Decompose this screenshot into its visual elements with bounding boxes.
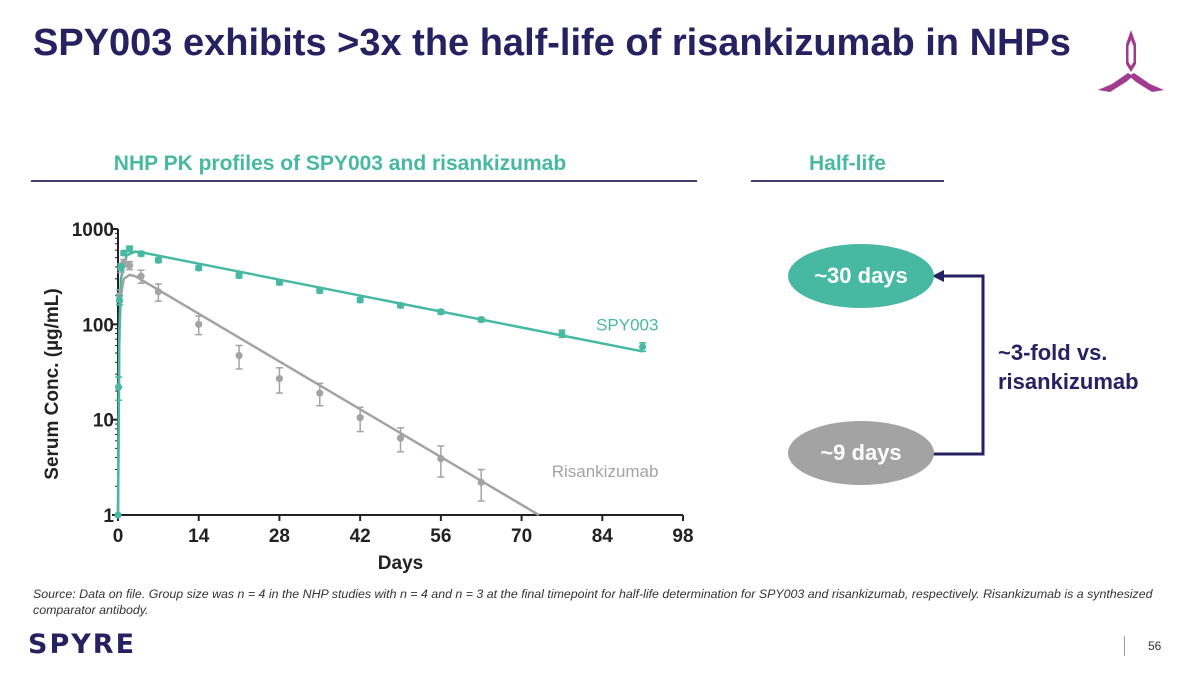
risankizumab-fit-line bbox=[116, 273, 540, 517]
spy003-data-point bbox=[275, 278, 284, 287]
spy003-data-point bbox=[115, 296, 124, 304]
x-tick-label: 70 bbox=[511, 526, 532, 547]
risankizumab-data-point bbox=[396, 434, 405, 442]
x-tick-label: 28 bbox=[269, 526, 290, 547]
chart-section-rule bbox=[31, 180, 697, 182]
x-tick-label: 14 bbox=[188, 526, 210, 547]
spy003-data-point bbox=[477, 316, 485, 324]
spyre-wordmark: SPYRE bbox=[28, 629, 137, 660]
x-tick-label: 98 bbox=[672, 526, 693, 547]
risankizumab-data-point bbox=[154, 288, 162, 296]
spy003-data-point bbox=[396, 301, 405, 309]
spy003-data-point bbox=[114, 383, 123, 391]
spy003-data-point bbox=[125, 245, 134, 253]
half-life-rule bbox=[751, 180, 944, 182]
fold-connector-arrow bbox=[932, 274, 985, 456]
risankizumab-data-point bbox=[125, 261, 134, 270]
page-number: 56 bbox=[1148, 639, 1162, 653]
y-tick-label: 10 bbox=[93, 411, 114, 432]
risankizumab-data-point bbox=[137, 272, 145, 280]
x-tick-label: 56 bbox=[430, 526, 451, 547]
spy003-data-point bbox=[558, 329, 566, 338]
spy003-data-point bbox=[195, 264, 203, 272]
spy003-data-point bbox=[114, 511, 122, 519]
spy003-data-point bbox=[154, 256, 162, 264]
spy003-series-label: SPY003 bbox=[596, 315, 658, 334]
fold-change-line2: risankizumab bbox=[998, 369, 1139, 394]
spy003-data-point bbox=[117, 263, 125, 271]
spy003-data-point bbox=[356, 296, 364, 304]
risankizumab-data-point bbox=[356, 414, 364, 422]
spy003-data-point bbox=[437, 308, 445, 316]
spyre-logo-icon bbox=[1098, 30, 1164, 92]
risankizumab-data-point bbox=[275, 374, 284, 383]
risankizumab-data-point bbox=[316, 389, 324, 397]
spy003-half-life-badge: ~30 days bbox=[788, 244, 934, 308]
y-tick-label: 100 bbox=[82, 315, 114, 336]
x-tick-label: 84 bbox=[592, 526, 614, 547]
spy003-data-point bbox=[235, 271, 243, 280]
half-life-heading: Half-life bbox=[808, 152, 886, 175]
spy003-data-point bbox=[137, 250, 145, 258]
x-axis-label: Days bbox=[378, 553, 423, 574]
chart-section-heading: NHP PK profiles of SPY003 and risankizum… bbox=[113, 152, 567, 175]
risankizumab-data-point bbox=[235, 351, 243, 360]
x-tick-label: 42 bbox=[350, 526, 371, 547]
y-tick-label: 1 bbox=[103, 506, 114, 527]
risankizumab-data-point bbox=[437, 455, 445, 463]
risankizumab-half-life-badge: ~9 days bbox=[788, 421, 934, 485]
page-title: SPY003 exhibits >3x the half-life of ris… bbox=[33, 22, 1071, 64]
x-tick-label: 0 bbox=[113, 526, 124, 547]
risankizumab-data-point bbox=[477, 478, 485, 486]
arrowhead-icon bbox=[932, 270, 944, 282]
spy003-data-point bbox=[120, 249, 128, 257]
fold-change-text: ~3-fold vs. risankizumab bbox=[998, 338, 1139, 396]
y-tick-label: 1000 bbox=[72, 220, 114, 241]
spy003-data-point bbox=[316, 287, 324, 295]
risankizumab-data-point bbox=[195, 320, 203, 328]
fold-change-line1: ~3-fold vs. bbox=[998, 340, 1108, 365]
spy003-data-point bbox=[639, 343, 647, 351]
risankizumab-series-label: Risankizumab bbox=[552, 462, 659, 481]
y-axis-label: Serum Conc. (µg/mL) bbox=[42, 288, 63, 479]
footer-divider bbox=[1124, 636, 1125, 656]
source-footnote: Source: Data on file. Group size was n =… bbox=[33, 587, 1153, 617]
